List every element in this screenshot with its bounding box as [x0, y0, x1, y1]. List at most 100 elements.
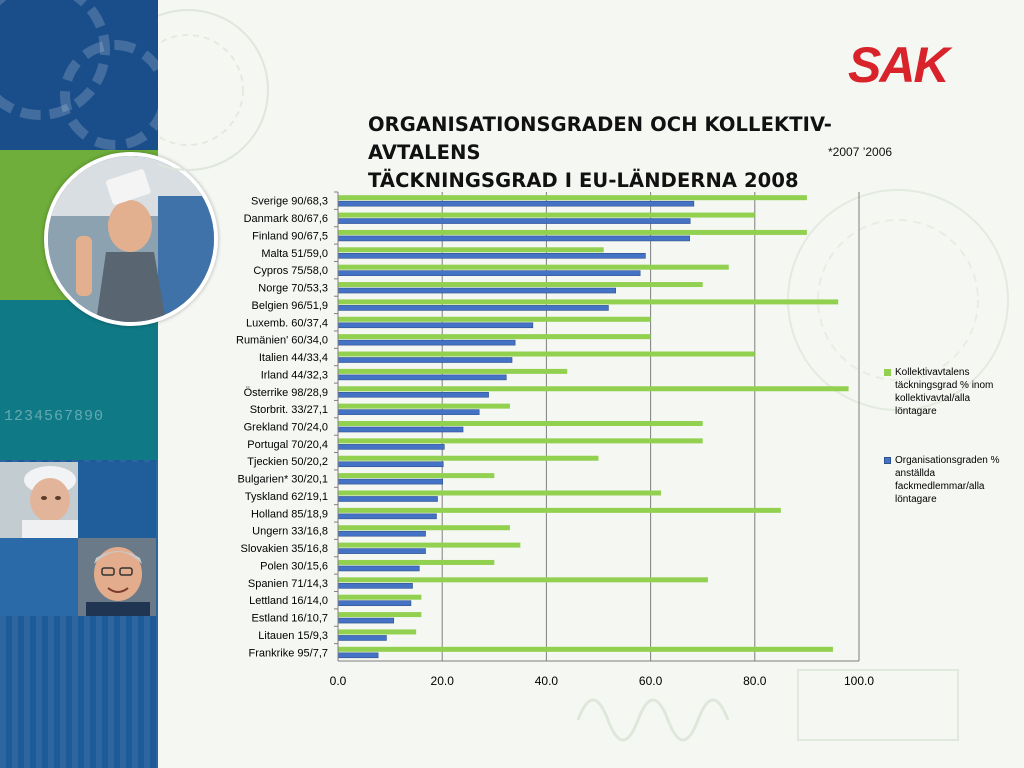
bar-kollektiv: [338, 334, 651, 340]
x-tick-label: 60.0: [639, 674, 663, 688]
bar-kollektiv: [338, 212, 755, 218]
axes: [334, 191, 859, 662]
number-strip: 1234567890: [4, 408, 105, 425]
bar-kollektiv: [338, 490, 662, 496]
category-label: Polen 30/15,6: [260, 560, 328, 572]
category-label: Portugal 70/20,4: [247, 439, 328, 451]
category-label: Italien 44/33,4: [259, 352, 328, 364]
bar-kollektiv: [338, 525, 510, 531]
category-label: Danmark 80/67,6: [244, 213, 328, 225]
bar-kollektiv: [338, 229, 807, 235]
title-footnote: *2007 ’2006: [828, 145, 893, 159]
bar-kollektiv: [338, 629, 417, 635]
bar-organisation: [337, 583, 413, 589]
title-line-1: ORGANISATIONSGRADEN OCH KOLLEKTIV-AVTALE…: [368, 113, 832, 164]
bar-kollektiv: [338, 247, 604, 253]
bar-organisation: [337, 478, 444, 485]
sak-logo: SAK: [848, 37, 950, 93]
bar-organisation: [337, 496, 438, 502]
category-label: Sverige 90/68,3: [251, 196, 328, 208]
bar-kollektiv: [338, 299, 839, 305]
tick-labels: 0.0 20.0 40.0 60.0 80.0 100.0: [330, 674, 875, 688]
category-label: Cypros 75/58,0: [253, 265, 328, 277]
gear-decoration: [60, 40, 158, 150]
category-label: Finland 90/67,5: [252, 230, 328, 242]
bar-kollektiv: [338, 438, 703, 444]
bar-organisation: [337, 426, 464, 433]
category-label: Storbrit. 33/27,1: [250, 404, 328, 416]
bar-organisation: [337, 391, 489, 398]
bar-kollektiv: [338, 473, 495, 479]
bar-kollektiv: [338, 455, 599, 461]
worker-photo: [0, 462, 78, 538]
bar-kollektiv: [338, 351, 755, 357]
man-photo: [78, 538, 156, 616]
category-label: Tyskland 62/19,1: [245, 491, 328, 503]
left-photo-strip: 1234567890: [0, 0, 158, 768]
bar-organisation: [337, 444, 445, 450]
x-tick-label: 0.0: [330, 674, 347, 688]
x-tick-label: 80.0: [743, 674, 767, 688]
category-label: Holland 85/18,9: [251, 508, 328, 520]
category-label: Grekland 70/24,0: [244, 422, 328, 434]
category-label: Tjeckien 50/20,2: [247, 456, 328, 468]
legend-swatch-blue: [884, 457, 891, 464]
bar-organisation: [337, 617, 395, 624]
category-label: Österrike 98/28,9: [244, 387, 328, 399]
category-label: Luxemb. 60/37,4: [246, 317, 328, 329]
bar-kollektiv: [338, 316, 651, 322]
legend-label-organisation: Organisationsgraden % anställda fackmedl…: [895, 455, 1000, 505]
bar-organisation: [337, 252, 646, 259]
blue-tile: [78, 462, 156, 538]
x-tick-label: 20.0: [431, 674, 455, 688]
title-line-2: TÄCKNINGSGRAD I EU-LÄNDERNA 2008: [368, 169, 799, 192]
x-tick-label: 100.0: [844, 674, 874, 688]
bar-kollektiv: [338, 577, 708, 583]
x-tick-label: 40.0: [535, 674, 559, 688]
bar-organisation: [337, 218, 691, 224]
bar-organisation: [337, 270, 641, 276]
bar-organisation: [337, 409, 480, 415]
bar-organisation: [337, 287, 616, 294]
bar-organisation: [337, 322, 534, 329]
bar-organisation: [337, 600, 412, 607]
category-label: Litauen 15/9,3: [258, 630, 328, 642]
legend-item-kollektiv: Kollektivavtalens täckningsgrad % inom k…: [884, 366, 1014, 418]
bar-organisation: [337, 530, 426, 537]
legend-swatch-green: [884, 369, 891, 376]
bar-organisation: [337, 305, 609, 311]
worker-circle-photo: [44, 152, 218, 326]
bar-kollektiv: [338, 646, 833, 652]
bar-organisation: [337, 374, 507, 381]
category-label: Spanien 71/14,3: [248, 578, 328, 590]
bar-organisation: [337, 357, 513, 363]
bar-organisation: [337, 461, 444, 468]
category-label: Frankrike 95/7,7: [249, 647, 328, 659]
category-label: Malta 51/59,0: [261, 248, 328, 260]
bars: [337, 195, 849, 659]
bar-kollektiv: [338, 195, 807, 201]
category-label: Lettland 16/14,0: [249, 595, 328, 607]
bar-kollektiv: [338, 421, 703, 426]
bar-kollektiv: [338, 559, 495, 565]
legend-item-organisation: Organisationsgraden % anställda fackmedl…: [884, 454, 1014, 506]
bar-kollektiv: [338, 386, 849, 392]
category-label: Ungern 33/16,8: [252, 526, 328, 538]
bar-kollektiv: [338, 403, 510, 409]
category-label: Norge 70/53,3: [258, 283, 328, 295]
category-label: Bulgarien* 30/20,1: [237, 474, 328, 486]
category-label: Slovakien 35/16,8: [241, 543, 328, 555]
teal-panel: [0, 300, 158, 460]
bar-organisation: [337, 635, 387, 641]
bar-kollektiv: [338, 507, 781, 513]
bar-kollektiv: [338, 542, 521, 548]
category-label: Rumänien' 60/34,0: [236, 335, 328, 347]
blue-tile: [0, 538, 78, 616]
bar-kollektiv: [338, 264, 729, 270]
category-label: Belgien 96/51,9: [252, 300, 328, 312]
category-label: Irland 44/32,3: [261, 369, 328, 381]
grid-lines: [441, 192, 860, 661]
category-labels: Sverige 90/68,3 Danmark 80/67,6 Finland 90…: [236, 196, 328, 660]
bar-organisation: [337, 652, 379, 659]
legend-label-kollektiv: Kollektivavtalens täckningsgrad % inom k…: [895, 367, 994, 417]
